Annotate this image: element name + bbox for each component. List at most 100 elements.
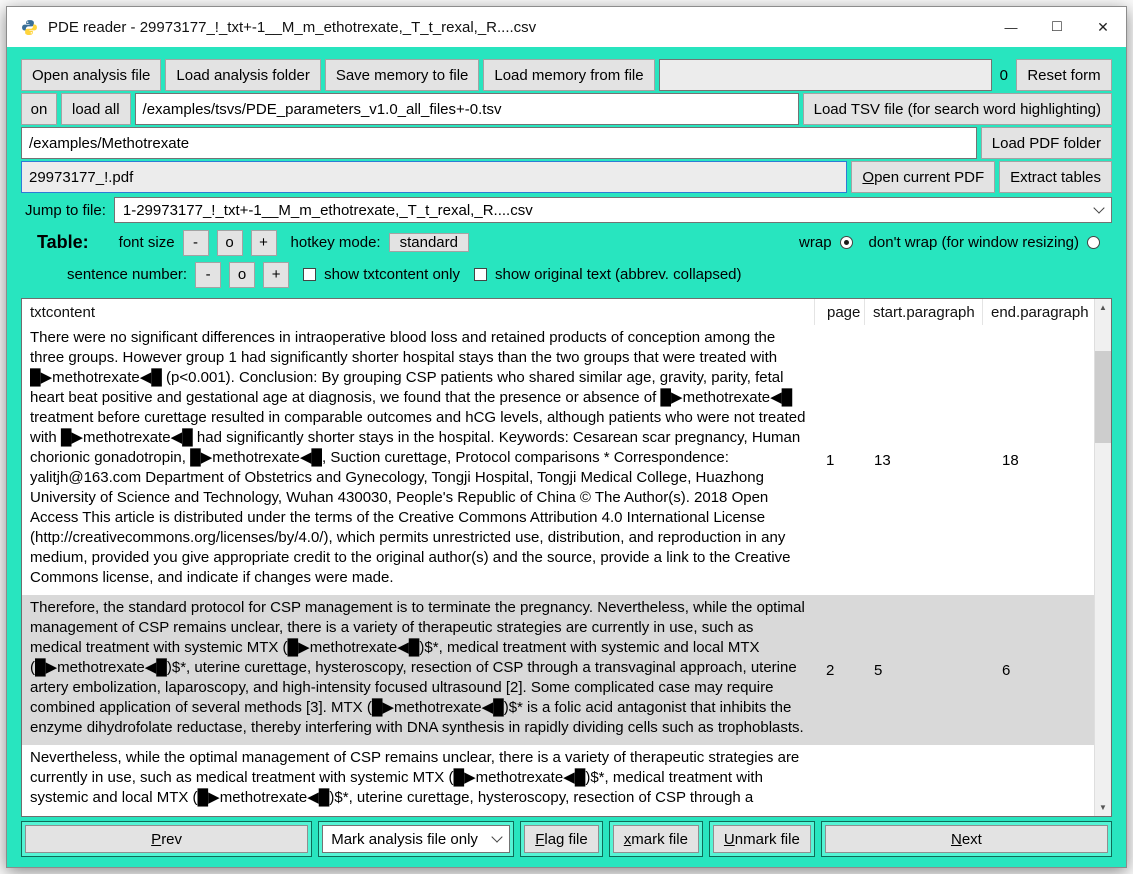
titlebar: PDE reader - 29973177_!_txt+-1__M_m_etho…	[7, 7, 1126, 47]
table-header-row: txtcontent page start.paragraph end.para…	[22, 299, 1094, 325]
current-pdf-input[interactable]: 29973177_!.pdf	[21, 161, 848, 193]
show-original-checkbox[interactable]	[474, 268, 487, 281]
toolbar-row-2: on load all /examples/tsvs/PDE_parameter…	[21, 93, 1112, 125]
mark-mode-frame: Mark analysis file only	[318, 821, 515, 857]
col-header-end-paragraph[interactable]: end.paragraph	[982, 299, 1094, 325]
sentence-increase-button[interactable]: +	[263, 261, 290, 288]
load-analysis-folder-button[interactable]: Load analysis folder	[165, 59, 321, 91]
mark-mode-value: Mark analysis file only	[331, 830, 478, 848]
titlebar-buttons: — □ ✕	[988, 7, 1126, 47]
hotkey-mode-button[interactable]: standard	[388, 233, 469, 252]
wrap-label: wrap	[799, 234, 832, 251]
jump-to-file-combobox[interactable]: 1-29973177_!_txt+-1__M_m_ethotrexate,_T_…	[113, 197, 1112, 223]
sentence-reset-button[interactable]: o	[229, 261, 256, 288]
table-row[interactable]: Nevertheless, while the optimal manageme…	[22, 745, 1094, 815]
scroll-up-button[interactable]: ▲	[1095, 299, 1111, 316]
close-button[interactable]: ✕	[1080, 7, 1126, 47]
jump-row: Jump to file: 1-29973177_!_txt+-1__M_m_e…	[21, 197, 1112, 223]
jump-to-file-value: 1-29973177_!_txt+-1__M_m_ethotrexate,_T_…	[122, 201, 533, 219]
table-content: txtcontent page start.paragraph end.para…	[22, 299, 1094, 816]
chevron-down-icon	[491, 831, 503, 843]
cell-end-paragraph: 6	[1002, 661, 1011, 679]
python-app-icon	[22, 19, 37, 35]
scroll-down-button[interactable]: ▼	[1095, 799, 1111, 816]
load-pdf-folder-button[interactable]: Load PDF folder	[980, 127, 1112, 159]
table-panel-title: Table:	[37, 232, 89, 252]
table-row[interactable]: There were no significant differences in…	[22, 325, 1094, 595]
show-txtcontent-label: show txtcontent only	[324, 266, 460, 283]
col-header-start-paragraph[interactable]: start.paragraph	[864, 299, 982, 325]
cell-end-paragraph: 18	[1002, 451, 1019, 469]
reset-form-button[interactable]: Reset form	[1016, 59, 1112, 91]
dont-wrap-radio[interactable]	[1087, 236, 1100, 249]
data-table: txtcontent page start.paragraph end.para…	[21, 298, 1112, 817]
cell-txtcontent: Therefore, the standard protocol for CSP…	[30, 599, 805, 736]
hotkey-mode-label: hotkey mode:	[290, 234, 381, 251]
x-mark-file-frame: x mark file	[608, 821, 703, 857]
wrap-controls: wrap don't wrap (for window resizing)	[799, 234, 1104, 251]
minimize-icon: —	[1004, 19, 1018, 35]
mark-mode-combobox[interactable]: Mark analysis file only	[322, 825, 511, 853]
scrollbar-thumb[interactable]	[1095, 351, 1111, 443]
cell-txtcontent: There were no significant differences in…	[30, 329, 806, 586]
cell-start-paragraph	[864, 745, 982, 815]
tsv-path-input[interactable]: /examples/tsvs/PDE_parameters_v1.0_all_f…	[134, 93, 799, 125]
pdf-folder-input[interactable]: /examples/Methotrexate	[21, 127, 977, 159]
cell-end-paragraph	[982, 745, 1094, 815]
table-scrollbar[interactable]: ▲ ▼	[1094, 299, 1111, 816]
load-all-button[interactable]: load all	[61, 93, 131, 125]
jump-to-file-label: Jump to file:	[25, 201, 106, 219]
toolbar-row-1: Open analysis file Load analysis folder …	[21, 59, 1112, 91]
maximize-icon: □	[1052, 18, 1062, 35]
col-header-page[interactable]: page	[814, 299, 864, 325]
save-memory-to-file-button[interactable]: Save memory to file	[324, 59, 480, 91]
cell-txtcontent: Nevertheless, while the optimal manageme…	[30, 749, 800, 806]
sentence-number-label: sentence number:	[67, 266, 188, 283]
table-controls-panel: Table: font size - o + hotkey mode: stan…	[21, 225, 1112, 296]
x-mark-file-button[interactable]: x mark file	[612, 825, 699, 853]
highlight-on-button[interactable]: on	[21, 93, 57, 125]
show-txtcontent-checkbox[interactable]	[303, 268, 317, 281]
table-controls-row-1: Table: font size - o + hotkey mode: stan…	[29, 229, 1104, 256]
close-icon: ✕	[1097, 18, 1109, 35]
pde-reader-window: PDE reader - 29973177_!_txt+-1__M_m_etho…	[6, 6, 1127, 868]
open-analysis-file-button[interactable]: Open analysis file	[21, 59, 162, 91]
font-size-decrease-button[interactable]: -	[182, 229, 209, 256]
wrap-radio[interactable]	[839, 236, 853, 249]
table-row-selected[interactable]: Therefore, the standard protocol for CSP…	[22, 595, 1094, 745]
dont-wrap-label: don't wrap (for window resizing)	[868, 234, 1079, 251]
font-size-reset-button[interactable]: o	[216, 229, 243, 256]
font-size-label: font size	[118, 234, 175, 251]
maximize-button[interactable]: □	[1034, 7, 1080, 47]
memory-counter: 0	[999, 66, 1008, 84]
load-tsv-button[interactable]: Load TSV file (for search word highlight…	[802, 93, 1112, 125]
scroll-up-icon: ▲	[1099, 303, 1107, 312]
minimize-button[interactable]: —	[988, 7, 1034, 47]
window-title: PDE reader - 29973177_!_txt+-1__M_m_etho…	[48, 18, 537, 36]
memory-file-input[interactable]	[658, 59, 992, 91]
col-header-txtcontent[interactable]: txtcontent	[30, 303, 96, 321]
cell-page: 1	[826, 451, 835, 469]
scroll-down-icon: ▼	[1099, 803, 1107, 812]
cell-page	[814, 745, 864, 815]
sentence-decrease-button[interactable]: -	[195, 261, 222, 288]
toolbar-row-3: /examples/Methotrexate Load PDF folder	[21, 127, 1112, 159]
cell-start-paragraph: 13	[874, 451, 891, 469]
cell-start-paragraph: 5	[874, 661, 883, 679]
extract-tables-button[interactable]: Extract tables	[999, 161, 1112, 193]
chevron-down-icon	[1093, 202, 1105, 214]
load-memory-from-file-button[interactable]: Load memory from file	[483, 59, 655, 91]
show-original-label: show original text (abbrev. collapsed)	[495, 266, 742, 283]
font-size-increase-button[interactable]: +	[250, 229, 277, 256]
